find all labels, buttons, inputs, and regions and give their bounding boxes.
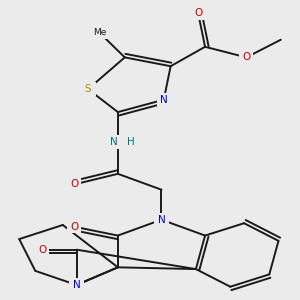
Text: N: N [160,95,168,105]
Text: O: O [242,52,250,62]
Text: O: O [194,8,202,18]
Text: N: N [110,137,118,147]
Bar [107,135,129,149]
Text: N: N [158,215,165,225]
Bar [157,93,171,106]
Bar [69,278,84,292]
Text: S: S [85,84,92,94]
Text: O: O [38,245,46,255]
Bar [35,243,49,256]
Text: Me: Me [93,28,106,37]
Bar [154,213,169,226]
Bar [239,51,254,64]
Bar [191,7,205,20]
Text: N: N [73,280,80,290]
Text: O: O [70,179,78,189]
Text: O: O [70,222,78,232]
Bar [67,220,81,233]
Bar [80,82,96,96]
Text: H: H [127,137,134,147]
Bar [91,26,108,39]
Bar [67,178,81,191]
